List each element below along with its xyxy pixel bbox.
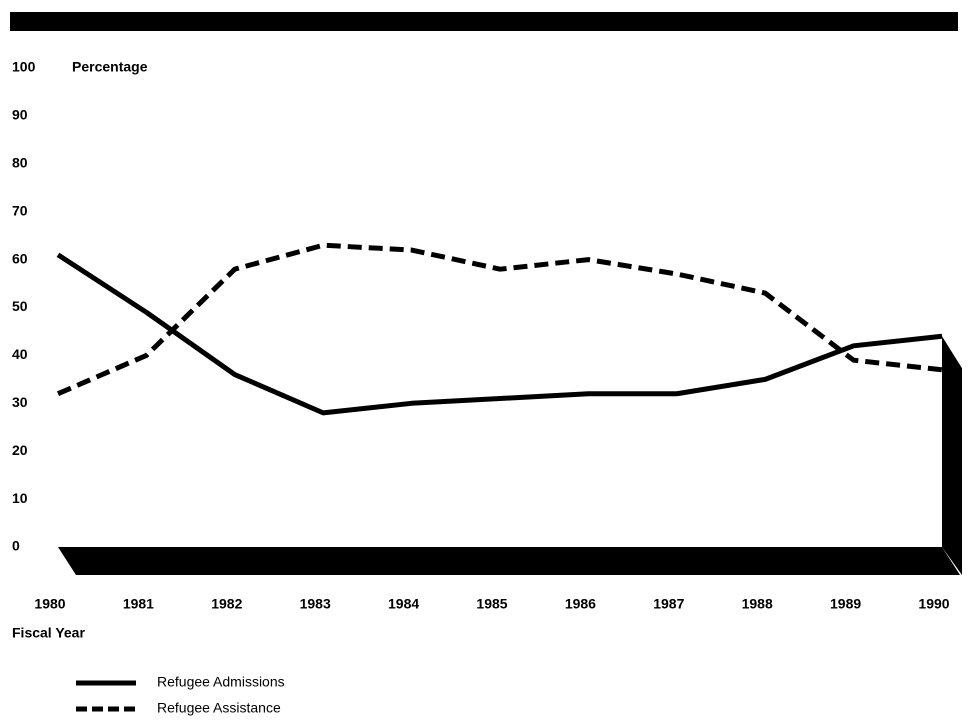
right-wall bbox=[942, 336, 962, 575]
y-tick-label: 70 bbox=[12, 202, 28, 218]
legend-label: Refugee Assistance bbox=[157, 700, 281, 716]
x-axis-label: Fiscal Year bbox=[12, 625, 85, 641]
series-line bbox=[57, 242, 943, 397]
y-tick-label: 20 bbox=[12, 442, 28, 458]
y-tick-label: 40 bbox=[12, 346, 28, 362]
y-tick-label: 90 bbox=[12, 107, 28, 123]
x-tick-label: 1990 bbox=[918, 596, 949, 612]
y-tick-label: 0 bbox=[12, 538, 20, 554]
floor bbox=[58, 547, 960, 575]
y-tick-label: 30 bbox=[12, 394, 28, 410]
x-tick-label: 1980 bbox=[34, 596, 65, 612]
x-tick-label: 1985 bbox=[476, 596, 507, 612]
series-line bbox=[56, 252, 943, 416]
x-tick-label: 1987 bbox=[653, 596, 684, 612]
x-tick-label: 1989 bbox=[830, 596, 861, 612]
legend-label: Refugee Admissions bbox=[157, 674, 285, 690]
y-tick-label: 60 bbox=[12, 250, 28, 266]
header-bar bbox=[10, 12, 958, 31]
y-tick-label: 50 bbox=[12, 298, 28, 314]
y-axis-label: Percentage bbox=[72, 59, 148, 75]
x-tick-label: 1981 bbox=[123, 596, 154, 612]
y-tick-label: 10 bbox=[12, 490, 28, 506]
x-tick-label: 1984 bbox=[388, 596, 419, 612]
x-tick-label: 1986 bbox=[565, 596, 596, 612]
y-tick-label: 80 bbox=[12, 155, 28, 171]
y-tick-label: 100 bbox=[12, 59, 36, 75]
x-tick-label: 1983 bbox=[300, 596, 331, 612]
x-tick-label: 1982 bbox=[211, 596, 242, 612]
x-tick-label: 1988 bbox=[742, 596, 773, 612]
